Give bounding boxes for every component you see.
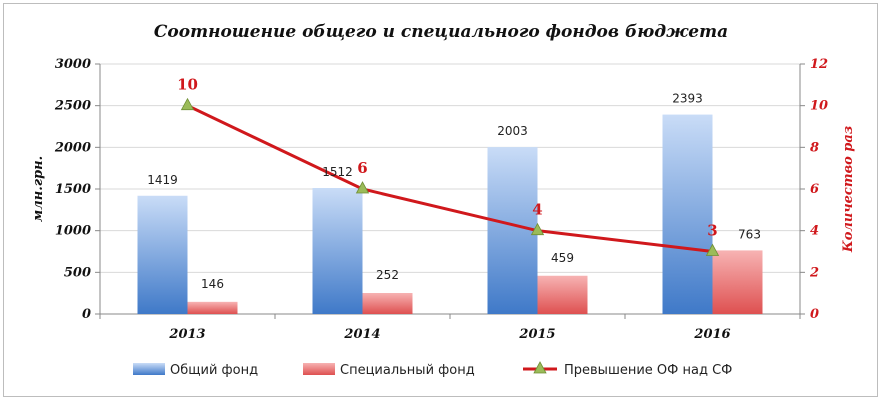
data-label-general-fund: 1419: [147, 173, 178, 187]
y-tick-label: 1500: [55, 182, 91, 197]
y2-tick-label: 2: [809, 265, 819, 280]
axes: 0 500 1000 1500 2000 2500 3000 0 2 4 6 8 10 12 2013 201…: [54, 57, 828, 342]
x-tick-label: 2014: [343, 327, 380, 342]
data-label-general-fund: 1512: [322, 165, 353, 179]
data-label-excess: 3: [707, 222, 717, 240]
legend-label-special-fund: Специальный фонд: [340, 363, 475, 378]
data-label-special-fund: 459: [551, 251, 574, 265]
legend: Общий фонд Специальный фонд Превышение О…: [133, 361, 732, 378]
y-tick-label: 0: [82, 307, 91, 322]
y2-tick-label: 8: [810, 140, 819, 155]
data-label-special-fund: 763: [738, 227, 761, 241]
y2-tick-label: 12: [810, 57, 828, 72]
x-tick-label: 2016: [693, 327, 730, 342]
line-excess: [186, 104, 713, 253]
bar-special-fund: [537, 275, 588, 314]
data-labels: 1419 146 1512 252 2003 459 2393 763 10 6 4 3: [147, 76, 761, 291]
bar-general-fund: [487, 147, 538, 314]
data-label-excess: 10: [177, 76, 198, 94]
bar-special-fund: [187, 301, 238, 314]
y-tick-label: 2000: [54, 140, 91, 155]
bar-general-fund: [662, 114, 713, 314]
legend-marker-excess: [533, 361, 547, 374]
line-marker-excess: [180, 97, 195, 111]
line-marker-excess: [355, 181, 370, 194]
bar-special-fund: [362, 293, 413, 314]
line-marker-excess: [530, 222, 545, 236]
x-tick-label: 2015: [518, 327, 555, 342]
y2-tick-label: 10: [810, 99, 828, 114]
y-tick-label: 1000: [55, 224, 91, 239]
data-label-special-fund: 252: [376, 268, 399, 282]
chart-title: Соотношение общего и специального фондов…: [154, 22, 728, 42]
y-axis-label: млн.грн.: [31, 156, 46, 222]
bar-special-fund: [712, 250, 763, 314]
y2-axis-label: Количество раз: [841, 126, 856, 253]
legend-label-general-fund: Общий фонд: [170, 363, 258, 378]
data-label-special-fund: 146: [201, 277, 224, 291]
bars: [137, 114, 763, 314]
legend-swatch-general-fund: [133, 363, 165, 375]
legend-label-excess: Превышение ОФ над СФ: [564, 363, 732, 378]
bar-general-fund: [137, 195, 188, 314]
line-marker-excess: [705, 243, 720, 256]
y-tick-label: 3000: [55, 57, 91, 72]
x-tick-label: 2013: [168, 327, 205, 342]
data-label-general-fund: 2003: [497, 124, 528, 138]
line-series: [180, 97, 720, 256]
y-tick-label: 2500: [54, 99, 91, 114]
bar-general-fund: [312, 188, 363, 314]
y2-tick-label: 4: [810, 224, 819, 239]
legend-swatch-special-fund: [303, 363, 335, 375]
data-label-excess: 4: [532, 201, 542, 219]
y2-tick-label: 0: [810, 307, 819, 322]
y-tick-label: 500: [64, 265, 91, 280]
data-label-excess: 6: [357, 159, 367, 177]
data-label-general-fund: 2393: [672, 92, 703, 106]
y2-tick-label: 6: [810, 182, 819, 197]
